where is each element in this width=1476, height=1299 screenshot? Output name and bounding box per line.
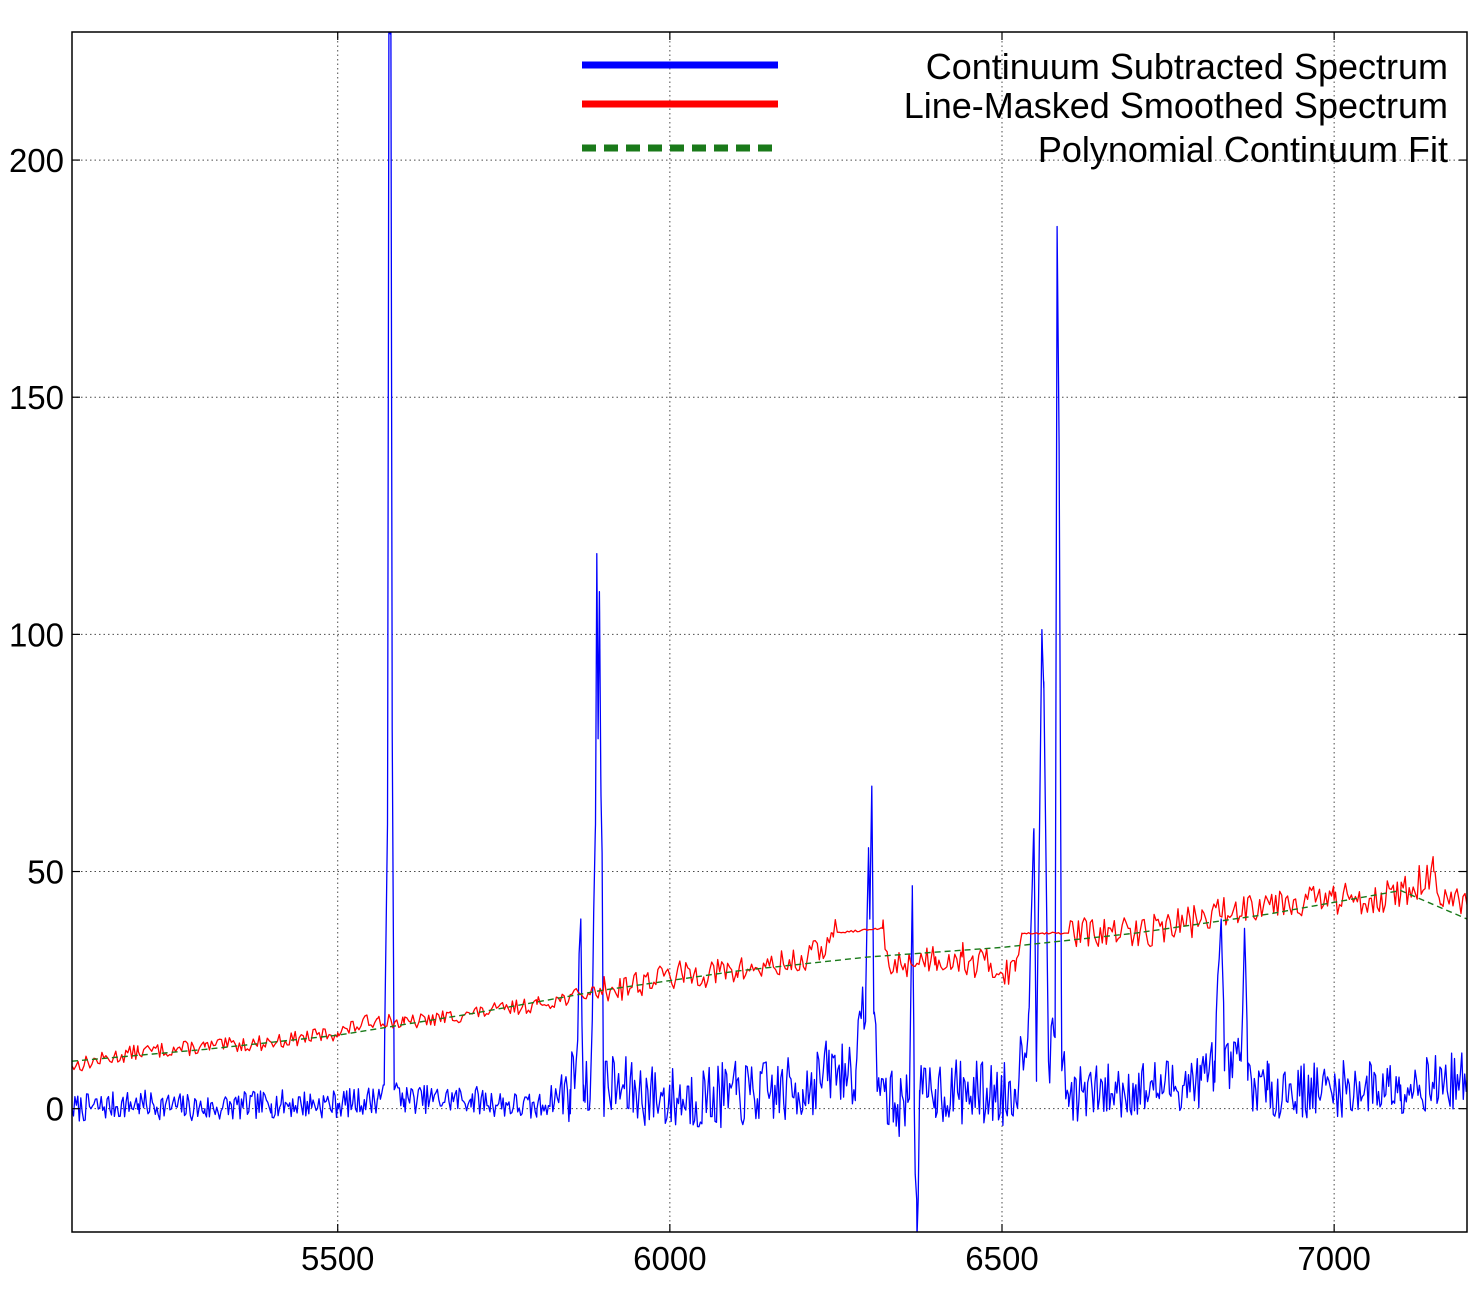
legend-label-2: Line-Masked Smoothed Spectrum — [904, 85, 1448, 126]
y-tick-label: 0 — [46, 1091, 64, 1128]
x-tick-label: 6000 — [633, 1240, 706, 1277]
series-line-2 — [72, 856, 1467, 1072]
grid-lines — [72, 32, 1467, 1232]
y-tick-label: 50 — [27, 854, 64, 891]
series-line-1 — [72, 32, 1467, 1232]
series-line-3 — [72, 889, 1467, 1062]
y-tick-label: 200 — [9, 142, 64, 179]
x-tick-label: 5500 — [301, 1240, 374, 1277]
axes-frame — [71, 31, 1468, 1233]
series-layer — [72, 32, 1467, 1232]
x-tick-label: 7000 — [1297, 1240, 1370, 1277]
x-tick-label: 6500 — [965, 1240, 1038, 1277]
legend-label-3: Polynomial Continuum Fit — [1038, 129, 1448, 170]
y-tick-label: 150 — [9, 379, 64, 416]
axis-ticks: 5500 6000 6500 7000 0 50 100 150 200 — [9, 32, 1467, 1277]
legend-label-1: Continuum Subtracted Spectrum — [926, 46, 1448, 87]
y-tick-label: 100 — [9, 616, 64, 653]
legend: Continuum Subtracted SpectrumLine-Masked… — [582, 46, 1448, 170]
